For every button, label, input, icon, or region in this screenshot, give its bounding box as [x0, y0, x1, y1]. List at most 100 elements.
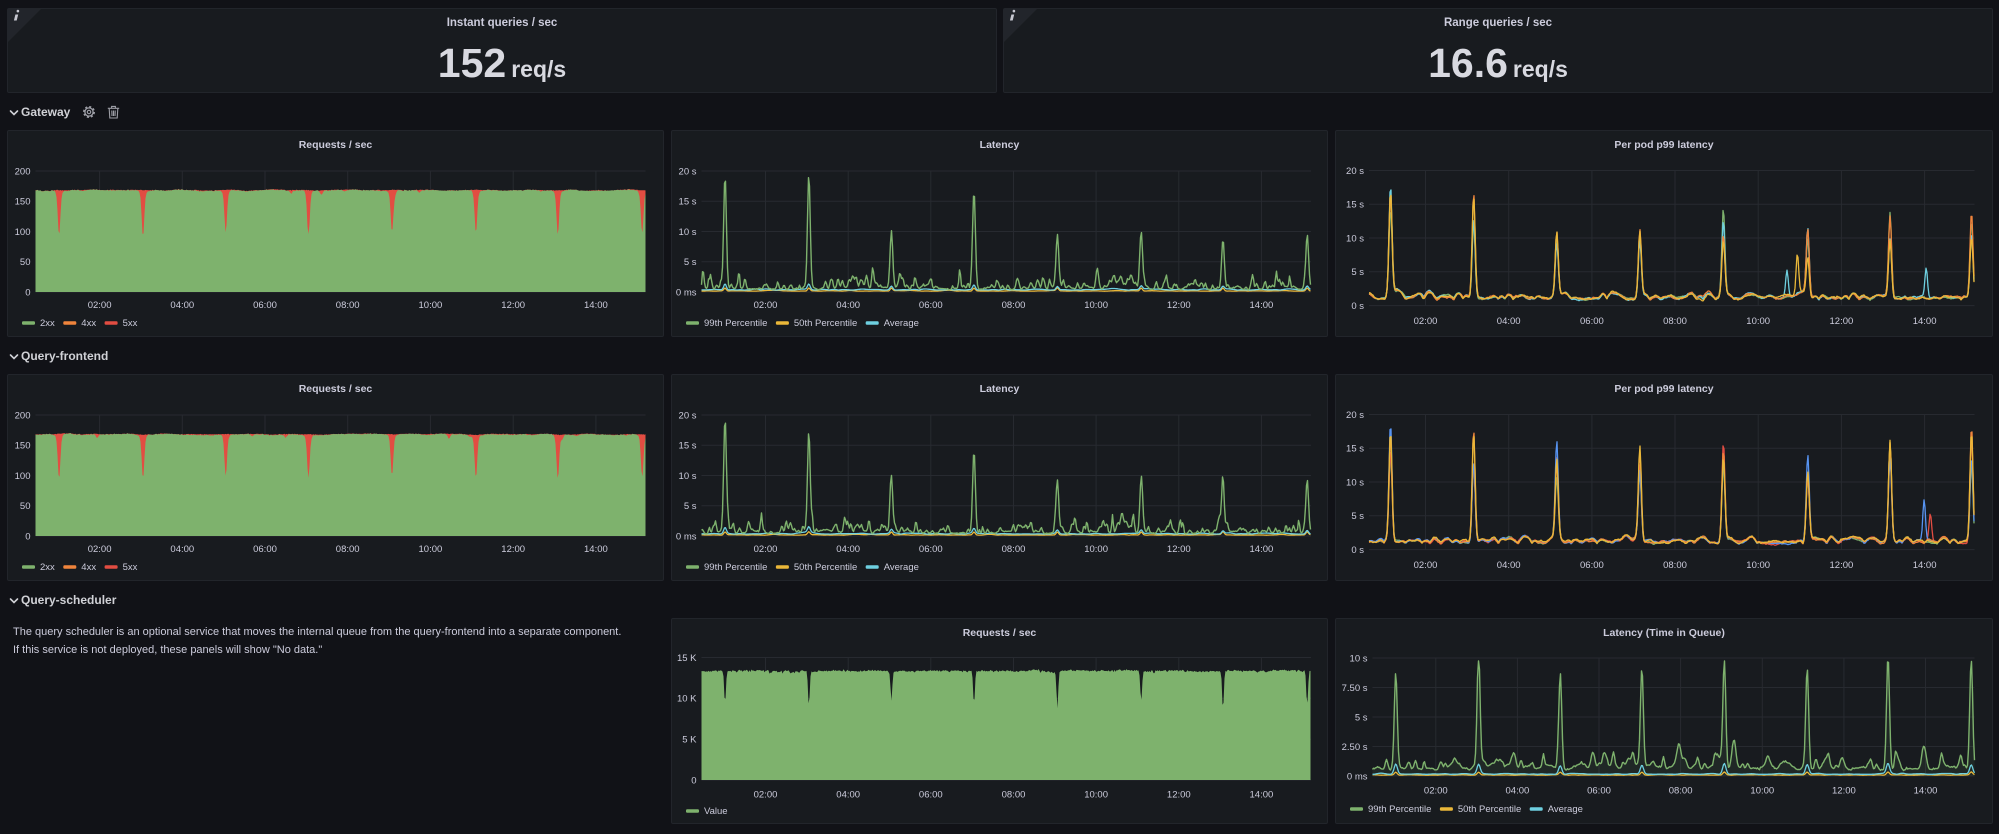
svg-text:20 s: 20 s [679, 166, 697, 177]
svg-text:5 s: 5 s [1351, 267, 1364, 278]
svg-text:50th Percentile: 50th Percentile [794, 562, 857, 573]
svg-text:Average: Average [884, 562, 919, 573]
svg-text:50: 50 [20, 257, 31, 268]
svg-text:06:00: 06:00 [253, 544, 277, 555]
svg-text:14:00: 14:00 [1913, 560, 1937, 571]
svg-text:5 s: 5 s [1355, 712, 1368, 723]
svg-text:04:00: 04:00 [836, 544, 860, 555]
svg-text:0 s: 0 s [1351, 301, 1364, 312]
svg-text:10 s: 10 s [1350, 653, 1368, 664]
svg-text:14:00: 14:00 [1913, 316, 1937, 327]
svg-text:02:00: 02:00 [754, 544, 778, 555]
svg-text:02:00: 02:00 [754, 789, 778, 800]
svg-text:04:00: 04:00 [836, 789, 860, 800]
svg-text:100: 100 [15, 471, 31, 482]
svg-text:12:00: 12:00 [1830, 316, 1854, 327]
svg-text:04:00: 04:00 [170, 544, 194, 555]
svg-text:0: 0 [25, 287, 30, 298]
svg-text:0: 0 [25, 531, 30, 542]
svg-text:06:00: 06:00 [919, 300, 943, 311]
svg-text:2xx: 2xx [40, 562, 55, 573]
svg-text:Latency: Latency [980, 139, 1020, 151]
svg-text:10:00: 10:00 [1084, 300, 1108, 311]
svg-text:0 ms: 0 ms [676, 531, 697, 542]
svg-text:06:00: 06:00 [1580, 316, 1604, 327]
svg-text:99th Percentile: 99th Percentile [704, 562, 767, 573]
svg-text:14:00: 14:00 [1914, 785, 1938, 796]
svg-text:10 K: 10 K [677, 694, 697, 705]
svg-text:Requests / sec: Requests / sec [299, 139, 373, 151]
svg-text:20 s: 20 s [679, 410, 697, 421]
svg-text:14:00: 14:00 [1250, 300, 1274, 311]
svg-text:12:00: 12:00 [501, 300, 525, 311]
svg-text:0 ms: 0 ms [676, 287, 697, 298]
svg-text:12:00: 12:00 [1832, 785, 1856, 796]
svg-text:06:00: 06:00 [919, 789, 943, 800]
svg-text:06:00: 06:00 [253, 300, 277, 311]
svg-text:12:00: 12:00 [1167, 300, 1191, 311]
svg-text:08:00: 08:00 [1002, 544, 1026, 555]
svg-text:10:00: 10:00 [419, 300, 443, 311]
svg-text:150: 150 [15, 197, 31, 208]
svg-text:15 s: 15 s [1346, 444, 1364, 455]
svg-text:10 s: 10 s [679, 471, 697, 482]
svg-text:04:00: 04:00 [836, 300, 860, 311]
svg-text:15 s: 15 s [1346, 200, 1364, 211]
svg-text:06:00: 06:00 [919, 544, 943, 555]
svg-text:12:00: 12:00 [501, 544, 525, 555]
svg-text:50: 50 [20, 501, 31, 512]
svg-text:20 s: 20 s [1346, 166, 1364, 177]
svg-text:7.50 s: 7.50 s [1342, 683, 1368, 694]
svg-text:15 s: 15 s [679, 441, 697, 452]
svg-text:06:00: 06:00 [1587, 785, 1611, 796]
svg-text:100: 100 [15, 227, 31, 238]
svg-text:Latency: Latency [980, 383, 1020, 395]
svg-text:5 K: 5 K [682, 735, 697, 746]
svg-text:Requests / sec: Requests / sec [963, 627, 1037, 639]
svg-text:10 s: 10 s [679, 227, 697, 238]
svg-text:0: 0 [691, 775, 696, 786]
svg-text:02:00: 02:00 [1414, 316, 1438, 327]
svg-text:08:00: 08:00 [1663, 560, 1687, 571]
svg-text:08:00: 08:00 [336, 300, 360, 311]
svg-text:02:00: 02:00 [1424, 785, 1448, 796]
svg-text:50th Percentile: 50th Percentile [794, 318, 857, 329]
svg-text:Latency (Time in Queue): Latency (Time in Queue) [1603, 627, 1725, 639]
svg-text:02:00: 02:00 [88, 300, 112, 311]
svg-text:10:00: 10:00 [1750, 785, 1774, 796]
svg-text:Value: Value [704, 806, 728, 817]
svg-text:08:00: 08:00 [1663, 316, 1687, 327]
svg-text:12:00: 12:00 [1830, 560, 1854, 571]
svg-text:02:00: 02:00 [88, 544, 112, 555]
svg-text:0 s: 0 s [1351, 545, 1364, 556]
svg-text:04:00: 04:00 [1506, 785, 1530, 796]
svg-text:4xx: 4xx [81, 318, 96, 329]
svg-text:150: 150 [15, 441, 31, 452]
svg-text:10:00: 10:00 [419, 544, 443, 555]
svg-text:Per pod p99 latency: Per pod p99 latency [1614, 383, 1713, 395]
svg-text:4xx: 4xx [81, 562, 96, 573]
svg-text:14:00: 14:00 [584, 544, 608, 555]
svg-text:14:00: 14:00 [584, 300, 608, 311]
svg-text:14:00: 14:00 [1250, 544, 1274, 555]
svg-text:12:00: 12:00 [1167, 789, 1191, 800]
svg-text:06:00: 06:00 [1580, 560, 1604, 571]
svg-text:2.50 s: 2.50 s [1342, 742, 1368, 753]
svg-text:99th Percentile: 99th Percentile [1368, 804, 1431, 815]
svg-text:5xx: 5xx [123, 562, 138, 573]
svg-text:Average: Average [1548, 804, 1583, 815]
svg-text:200: 200 [15, 410, 31, 421]
svg-text:99th Percentile: 99th Percentile [704, 318, 767, 329]
svg-text:Average: Average [884, 318, 919, 329]
svg-text:08:00: 08:00 [336, 544, 360, 555]
svg-text:50th Percentile: 50th Percentile [1458, 804, 1521, 815]
svg-text:Requests / sec: Requests / sec [299, 383, 373, 395]
svg-text:5 s: 5 s [1351, 511, 1364, 522]
svg-text:Per pod p99 latency: Per pod p99 latency [1614, 139, 1713, 151]
svg-text:15 s: 15 s [679, 197, 697, 208]
svg-text:08:00: 08:00 [1002, 789, 1026, 800]
svg-text:200: 200 [15, 166, 31, 177]
svg-text:08:00: 08:00 [1669, 785, 1693, 796]
svg-text:2xx: 2xx [40, 318, 55, 329]
svg-text:02:00: 02:00 [754, 300, 778, 311]
